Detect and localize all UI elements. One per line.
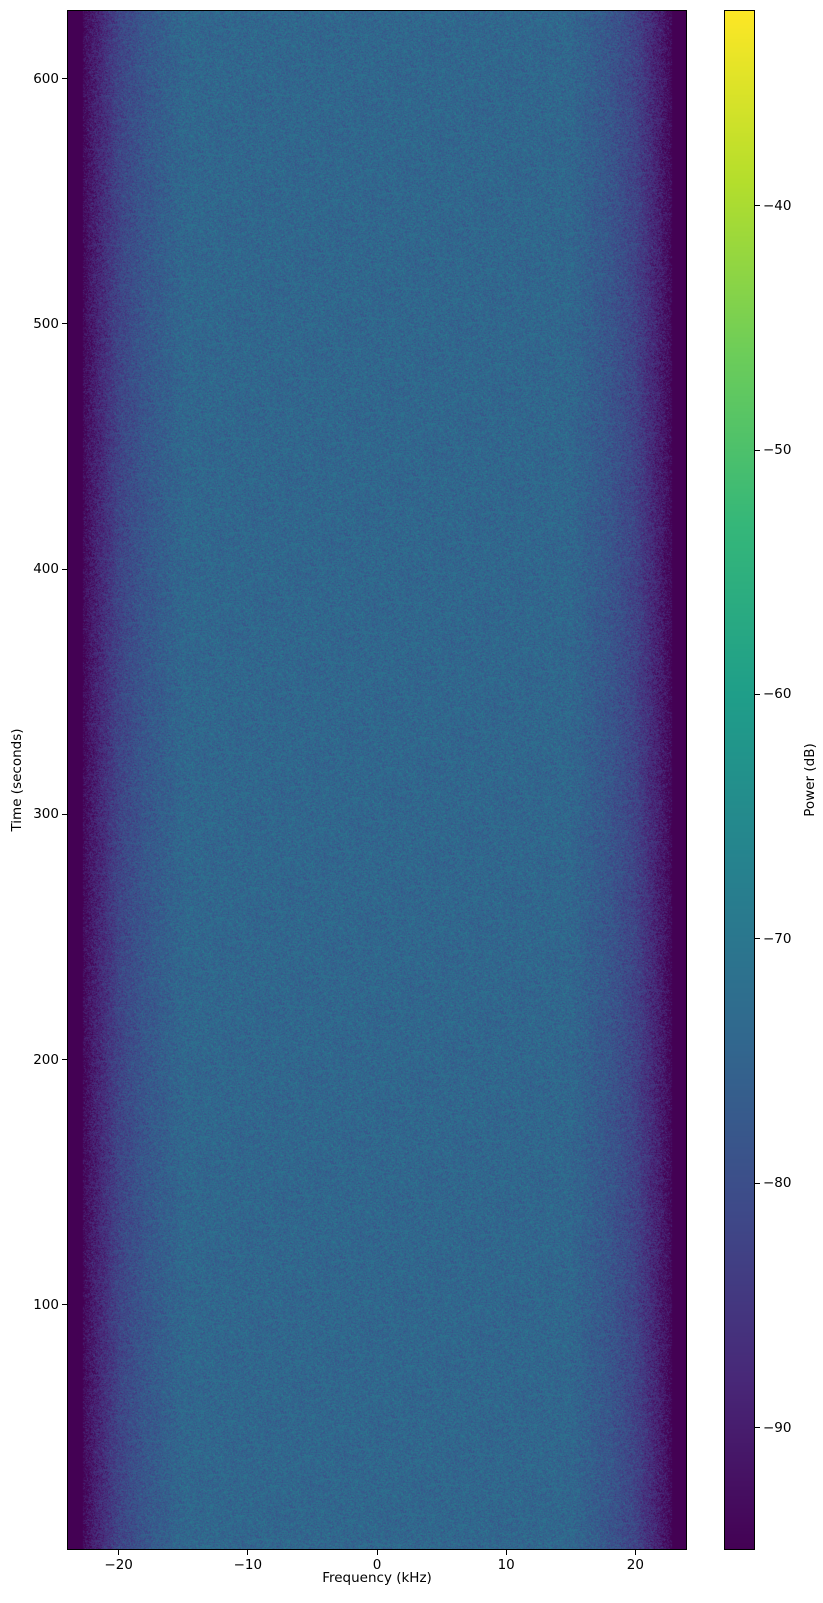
x-tick-label: 0 xyxy=(372,1557,382,1573)
colorbar-tick-mark xyxy=(755,938,760,940)
colorbar-label: Power (dB) xyxy=(802,743,818,817)
y-tick-mark xyxy=(62,323,67,325)
x-tick-mark xyxy=(376,1550,378,1555)
x-tick-label: 20 xyxy=(626,1557,644,1573)
x-tick-label: −10 xyxy=(233,1557,263,1573)
colorbar-tick-mark xyxy=(755,693,760,695)
y-tick-mark xyxy=(62,1059,67,1061)
y-tick-mark xyxy=(62,568,67,570)
spectrogram-plot-area xyxy=(67,10,687,1550)
y-tick-label: 100 xyxy=(33,1296,59,1313)
y-axis-label: Time (seconds) xyxy=(9,728,25,832)
x-tick-mark xyxy=(247,1550,249,1555)
y-tick-mark xyxy=(62,1304,67,1306)
colorbar-tick-mark xyxy=(755,449,760,451)
x-tick-mark xyxy=(634,1550,636,1555)
colorbar-tick-label: −90 xyxy=(763,1419,792,1436)
colorbar-tick-label: −70 xyxy=(763,930,792,947)
x-tick-label: 10 xyxy=(497,1557,515,1573)
colorbar-tick-label: −40 xyxy=(763,197,792,214)
x-tick-mark xyxy=(505,1550,507,1555)
y-tick-label: 600 xyxy=(33,70,59,87)
colorbar-tick-mark xyxy=(755,1182,760,1184)
colorbar-tick-label: −80 xyxy=(763,1175,792,1192)
x-tick-mark xyxy=(118,1550,120,1555)
y-tick-mark xyxy=(62,813,67,815)
colorbar-tick-mark xyxy=(755,1427,760,1429)
y-tick-label: 300 xyxy=(33,806,59,823)
y-tick-label: 500 xyxy=(33,315,59,332)
spectrogram-image xyxy=(67,10,687,1550)
y-tick-label: 400 xyxy=(33,561,59,578)
colorbar-tick-label: −60 xyxy=(763,686,792,703)
colorbar-tick-mark xyxy=(755,205,760,207)
x-tick-label: −20 xyxy=(104,1557,133,1573)
y-tick-mark xyxy=(62,78,67,80)
x-axis-label: Frequency (kHz) xyxy=(322,1570,432,1586)
colorbar-gradient xyxy=(724,10,755,1550)
y-tick-label: 200 xyxy=(33,1051,59,1068)
colorbar xyxy=(724,10,755,1550)
colorbar-tick-label: −50 xyxy=(763,442,792,458)
